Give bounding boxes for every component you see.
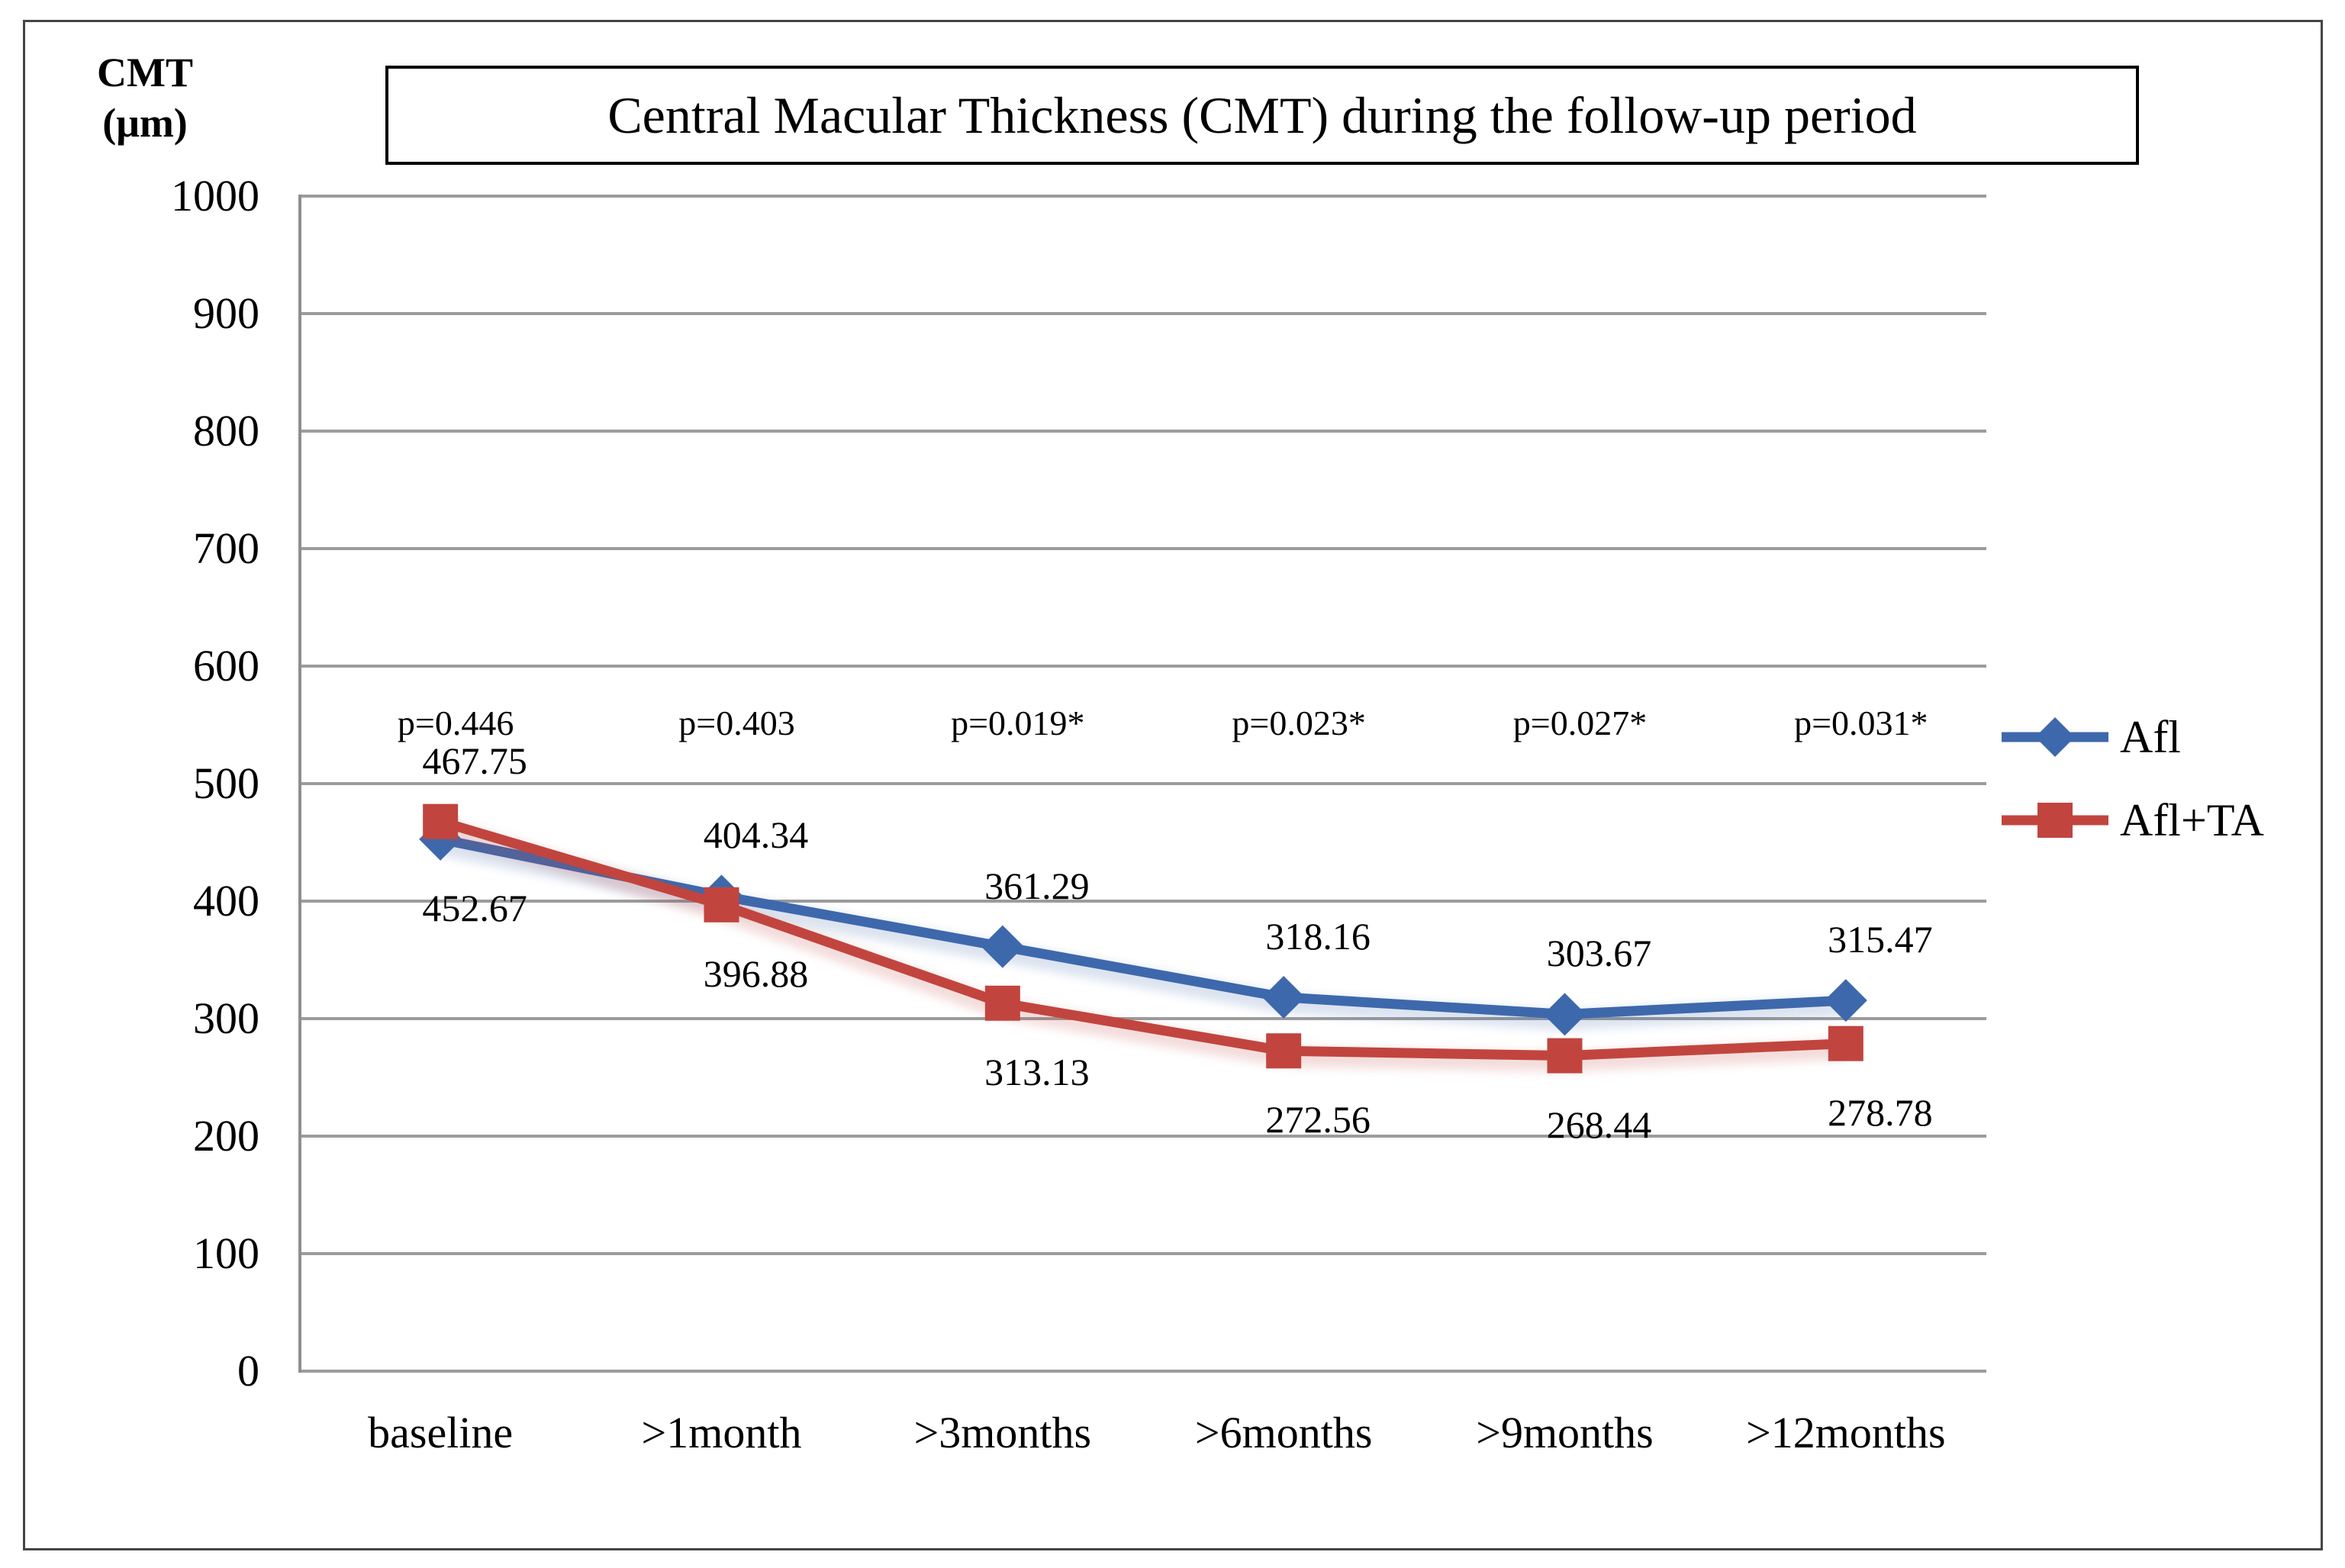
- y-axis-title-line2: (μm): [102, 100, 188, 146]
- x-category-label: baseline: [368, 1408, 514, 1457]
- legend-diamond-marker: [2035, 717, 2075, 757]
- p-value-label: p=0.403: [678, 704, 795, 742]
- p-value-label: p=0.027*: [1512, 704, 1648, 742]
- series-line-glow: [437, 818, 1847, 1072]
- figure-border: [23, 20, 2323, 1550]
- p-value-label: p=0.446: [397, 704, 514, 742]
- data-label-afl: 361.29: [984, 864, 1090, 907]
- y-tick-label: 300: [193, 993, 259, 1043]
- square-marker: [984, 985, 1020, 1021]
- y-tick-label: 1000: [171, 171, 259, 221]
- square-marker: [1828, 1025, 1863, 1061]
- y-tick-label: 400: [193, 876, 259, 926]
- diamond-marker: [1543, 993, 1586, 1036]
- data-label-afl: 452.67: [422, 886, 527, 929]
- square-marker: [1547, 1038, 1583, 1074]
- legend-label-afl-ta: Afl+TA: [2120, 795, 2264, 845]
- legend-sample-afl-ta: [2002, 803, 2108, 838]
- y-axis-title: CMT (μm): [76, 47, 214, 148]
- y-axis-title-line1: CMT: [97, 50, 193, 95]
- square-marker: [704, 887, 739, 922]
- y-tick-label: 500: [193, 758, 259, 808]
- data-label-afl-ta: 272.56: [1265, 1098, 1371, 1141]
- data-label-afl-ta: 467.75: [422, 739, 527, 782]
- y-tick-label: 600: [193, 641, 259, 691]
- x-category-label: >6months: [1194, 1408, 1373, 1457]
- chart-title-box: Central Macular Thickness (CMT) during t…: [385, 66, 2139, 165]
- diamond-marker: [1262, 976, 1306, 1019]
- legend-label-afl: Afl: [2120, 712, 2181, 762]
- series-line-afl-ta: [439, 816, 1847, 1061]
- x-category-label: >1month: [641, 1408, 802, 1457]
- legend-sample-afl: [2002, 717, 2108, 757]
- y-tick-label: 700: [193, 523, 259, 573]
- p-value-label: p=0.019*: [951, 704, 1085, 742]
- data-label-afl: 315.47: [1828, 918, 1933, 961]
- p-value-label: p=0.031*: [1794, 704, 1928, 742]
- square-marker: [423, 803, 459, 839]
- y-tick-label: 900: [193, 288, 259, 338]
- y-tick-label: 800: [193, 406, 259, 456]
- y-tick-label: 100: [193, 1228, 259, 1278]
- x-category-label: >3months: [913, 1408, 1092, 1457]
- p-value-label: p=0.023*: [1232, 704, 1366, 742]
- x-category-label: >12months: [1746, 1408, 1946, 1457]
- square-marker: [1266, 1033, 1302, 1069]
- series-afl-ta: [423, 803, 1863, 1074]
- diamond-marker: [1824, 979, 1867, 1022]
- chart-title: Central Macular Thickness (CMT) during t…: [607, 85, 1917, 144]
- legend-square-marker: [2037, 803, 2073, 838]
- data-label-afl: 318.16: [1265, 915, 1371, 958]
- data-label-afl-ta: 278.78: [1828, 1090, 1933, 1134]
- data-label-afl: 404.34: [703, 813, 809, 857]
- data-label-afl-ta: 396.88: [703, 951, 809, 995]
- data-label-afl-ta: 268.44: [1546, 1103, 1652, 1146]
- data-label-afl: 303.67: [1546, 932, 1652, 975]
- y-tick-label: 0: [237, 1346, 259, 1396]
- data-label-afl-ta: 313.13: [984, 1050, 1090, 1093]
- x-category-label: >9months: [1476, 1408, 1654, 1457]
- gridlines: [300, 195, 1986, 1373]
- diamond-marker: [981, 925, 1024, 968]
- y-tick-label: 200: [193, 1111, 259, 1161]
